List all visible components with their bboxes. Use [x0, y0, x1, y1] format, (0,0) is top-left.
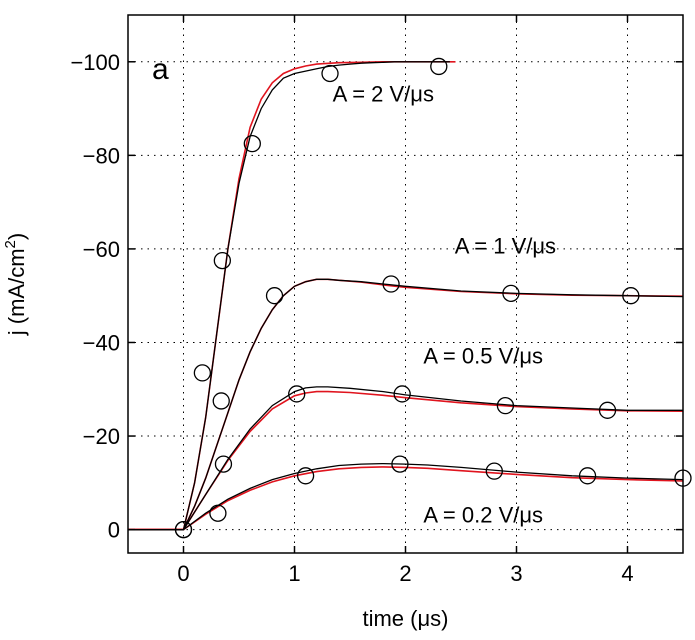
x-tick-label: 4 [621, 561, 633, 586]
y-axis-title-sup: 2 [2, 240, 19, 248]
measured-curve-3 [128, 462, 684, 531]
data-marker [598, 401, 617, 419]
data-marker [578, 467, 597, 485]
data-marker [296, 467, 315, 485]
measured-curve-2 [128, 386, 683, 531]
x-tick-label: 2 [399, 561, 411, 586]
data-marker [212, 392, 230, 410]
y-tick-label: −60 [83, 237, 120, 262]
measured-curve-0 [128, 61, 450, 531]
y-axis-title-close: ) [4, 233, 29, 240]
x-tick-label: 3 [510, 561, 522, 586]
x-tick-label: 1 [288, 561, 300, 586]
data-marker [430, 57, 448, 76]
measured-curves [128, 61, 684, 531]
data-marker [382, 275, 400, 293]
x-tick-label: 0 [177, 561, 189, 586]
y-tick-label: 0 [108, 518, 120, 543]
y-axis-title: j (mA/cm2) [2, 233, 29, 336]
data-marker [622, 287, 640, 305]
data-marker [496, 396, 515, 415]
panel-label: a [152, 53, 169, 86]
y-tick-label: −100 [70, 50, 120, 75]
data-markers [174, 57, 692, 539]
x-axis-title: time (μs) [362, 606, 448, 631]
series-label-3: A = 0.2 V/μs [423, 503, 543, 528]
data-marker [502, 284, 520, 303]
data-marker [265, 287, 284, 305]
y-axis-title-main: j (mA/cm [4, 248, 29, 336]
series-label-1: A = 1 V/μs [455, 234, 556, 259]
data-marker [391, 455, 409, 473]
measured-curve-1 [128, 278, 684, 531]
y-tick-label: −20 [83, 424, 120, 449]
data-marker [321, 64, 339, 83]
data-marker [243, 135, 261, 153]
data-marker [213, 251, 232, 270]
axis-ticks: 0 1 2 3 4 0 −20 −40 −60 −80 −100 [70, 15, 683, 586]
series-label-0: A = 2 V/μs [333, 82, 434, 107]
data-marker [485, 462, 503, 480]
y-tick-label: −80 [83, 143, 120, 168]
origin-marker [174, 520, 193, 539]
data-marker [193, 364, 212, 382]
data-marker [393, 385, 411, 403]
data-marker [209, 504, 227, 522]
series-label-2: A = 0.5 V/μs [423, 344, 543, 369]
model-curve-3 [128, 466, 684, 531]
series-labels: A = 2 V/μs A = 1 V/μs A = 0.5 V/μs A = 0.2 … [333, 82, 556, 528]
model-curve-1 [128, 278, 684, 531]
data-marker [288, 385, 306, 403]
data-marker [214, 455, 233, 473]
y-tick-label: −40 [83, 330, 120, 355]
